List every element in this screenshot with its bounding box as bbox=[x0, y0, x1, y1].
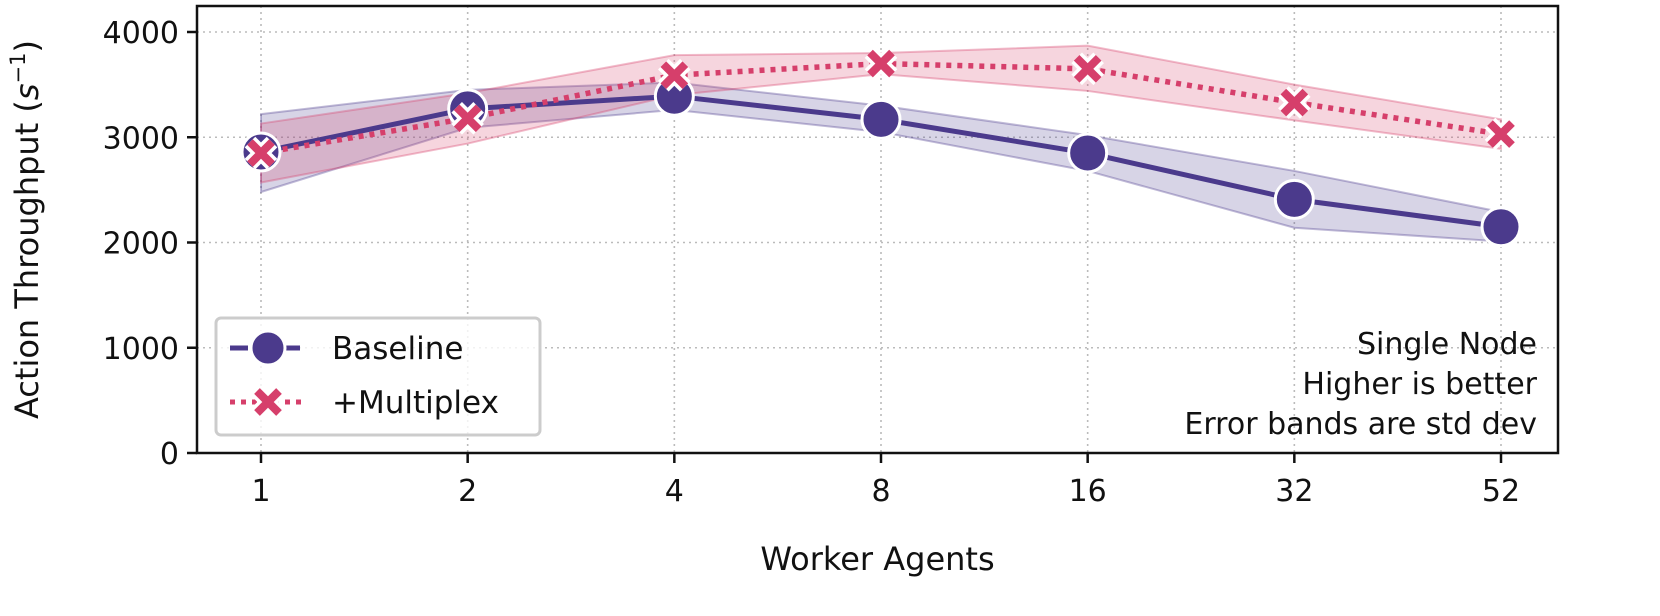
point-multiplex bbox=[1484, 117, 1518, 151]
point-baseline bbox=[1480, 206, 1522, 248]
point-multiplex bbox=[864, 47, 898, 80]
marker-stroke bbox=[1487, 120, 1515, 148]
x-tick-label: 52 bbox=[1482, 474, 1520, 509]
point-multiplex bbox=[1278, 86, 1311, 119]
marker-stroke bbox=[1280, 88, 1309, 117]
band-multiplex bbox=[260, 44, 1502, 184]
y-tick-label: 1000 bbox=[103, 332, 179, 367]
x-tick-label: 2 bbox=[458, 474, 477, 509]
point-multiplex bbox=[1071, 52, 1104, 86]
marker-stroke bbox=[247, 139, 275, 167]
marker-stroke bbox=[453, 104, 482, 133]
y-axis-label-close: ) bbox=[8, 40, 46, 52]
y-axis-label: Action Throughput (s−1) bbox=[6, 40, 46, 419]
point-baseline bbox=[860, 98, 902, 140]
marker-stroke bbox=[1073, 55, 1102, 83]
annotation-text: Single Node bbox=[1357, 327, 1537, 362]
x-tick-label: 4 bbox=[665, 474, 684, 509]
x-tick-label: 1 bbox=[251, 474, 270, 509]
x-tick-label: 32 bbox=[1275, 474, 1313, 509]
point-multiplex bbox=[658, 58, 691, 92]
annotation-text: Higher is better bbox=[1302, 367, 1537, 402]
y-axis-label-text: Action Throughput ( bbox=[8, 100, 46, 419]
y-axis-label-exponent: −1 bbox=[6, 52, 30, 83]
plot-frame bbox=[195, 4, 1560, 455]
point-baseline bbox=[1273, 178, 1315, 220]
x-tick-label: 8 bbox=[871, 474, 890, 509]
point-multiplex bbox=[451, 102, 484, 135]
legend-marker-baseline bbox=[249, 329, 287, 367]
x-tick-label: 16 bbox=[1069, 474, 1107, 509]
annotations: Single Node Higher is better Error bands a… bbox=[1184, 327, 1537, 442]
error-bands bbox=[260, 44, 1502, 243]
legend-label-baseline: Baseline bbox=[332, 331, 463, 367]
y-tick-label: 4000 bbox=[103, 16, 179, 51]
point-baseline bbox=[1067, 132, 1109, 174]
point-multiplex bbox=[244, 136, 278, 170]
y-tick-label: 3000 bbox=[103, 121, 179, 156]
series-markers bbox=[240, 47, 1522, 248]
marker-stroke bbox=[660, 61, 689, 89]
marker-stroke bbox=[254, 388, 282, 416]
x-axis-label: Worker Agents bbox=[760, 540, 994, 578]
axis-ticks: 0 1000 2000 3000 4000 1 2 4 8 16 32 52 bbox=[103, 16, 1520, 509]
y-tick-label: 2000 bbox=[103, 227, 179, 262]
legend-marker-multiplex bbox=[251, 385, 285, 419]
y-tick-label: 0 bbox=[160, 437, 179, 472]
marker-stroke bbox=[867, 49, 895, 78]
y-axis-label-unit: s bbox=[8, 83, 46, 100]
legend: Baseline +Multiplex bbox=[214, 316, 542, 437]
legend-label-multiplex: +Multiplex bbox=[332, 385, 499, 421]
annotation-text: Error bands are std dev bbox=[1184, 407, 1537, 442]
